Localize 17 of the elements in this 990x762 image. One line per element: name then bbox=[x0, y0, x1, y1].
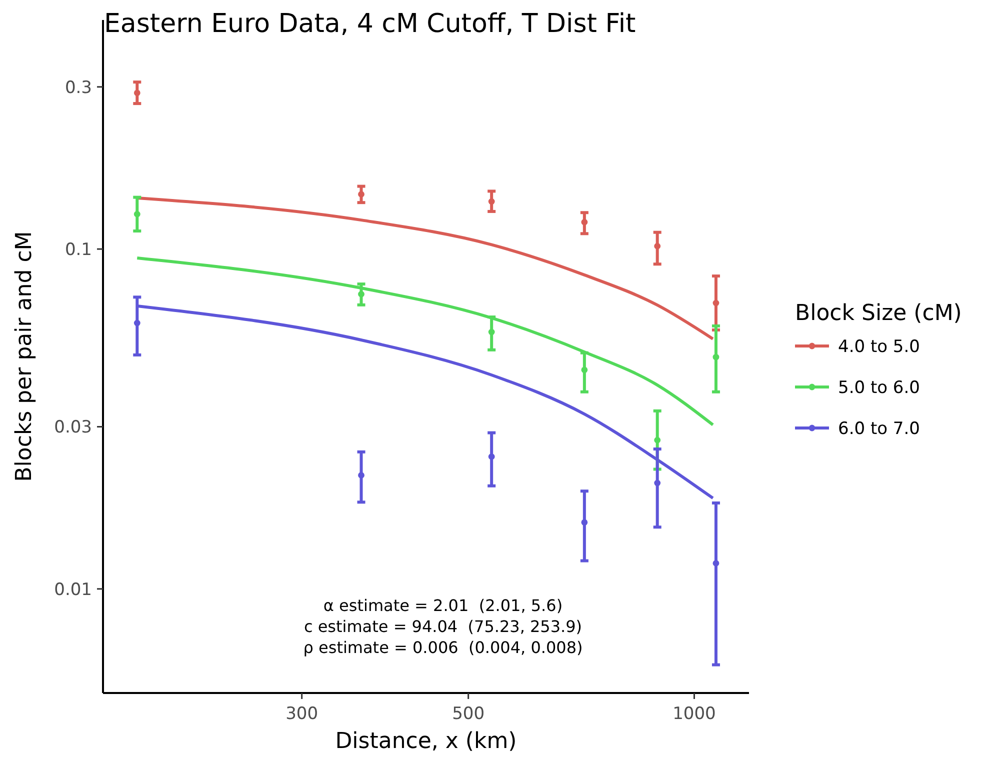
annotation: ρ estimate = 0.006 (0.004, 0.008) bbox=[303, 638, 583, 657]
legend-title: Block Size (cM) bbox=[795, 301, 962, 326]
annotation: α estimate = 2.01 (2.01, 5.6) bbox=[323, 596, 563, 615]
x-axis-title: Distance, x (km) bbox=[335, 729, 517, 754]
y-tick-label: 0.3 bbox=[64, 78, 92, 98]
x-tick-label: 500 bbox=[452, 704, 485, 724]
y-tick-label: 0.1 bbox=[64, 240, 92, 260]
annotation: c estimate = 94.04 (75.23, 253.9) bbox=[304, 617, 582, 636]
legend-label: 6.0 to 7.0 bbox=[838, 418, 920, 439]
x-tick-label: 1000 bbox=[672, 704, 716, 724]
legend-label: 4.0 to 5.0 bbox=[838, 336, 920, 357]
x-tick-label: 300 bbox=[286, 704, 318, 724]
legend-label: 5.0 to 6.0 bbox=[838, 378, 920, 398]
y-tick-label: 0.01 bbox=[54, 580, 92, 600]
y-tick-label: 0.03 bbox=[54, 418, 92, 438]
y-axis-title: Blocks per pair and cM bbox=[12, 231, 37, 482]
chart-title: Eastern Euro Data, 4 cM Cutoff, T Dist Fit bbox=[104, 9, 636, 39]
